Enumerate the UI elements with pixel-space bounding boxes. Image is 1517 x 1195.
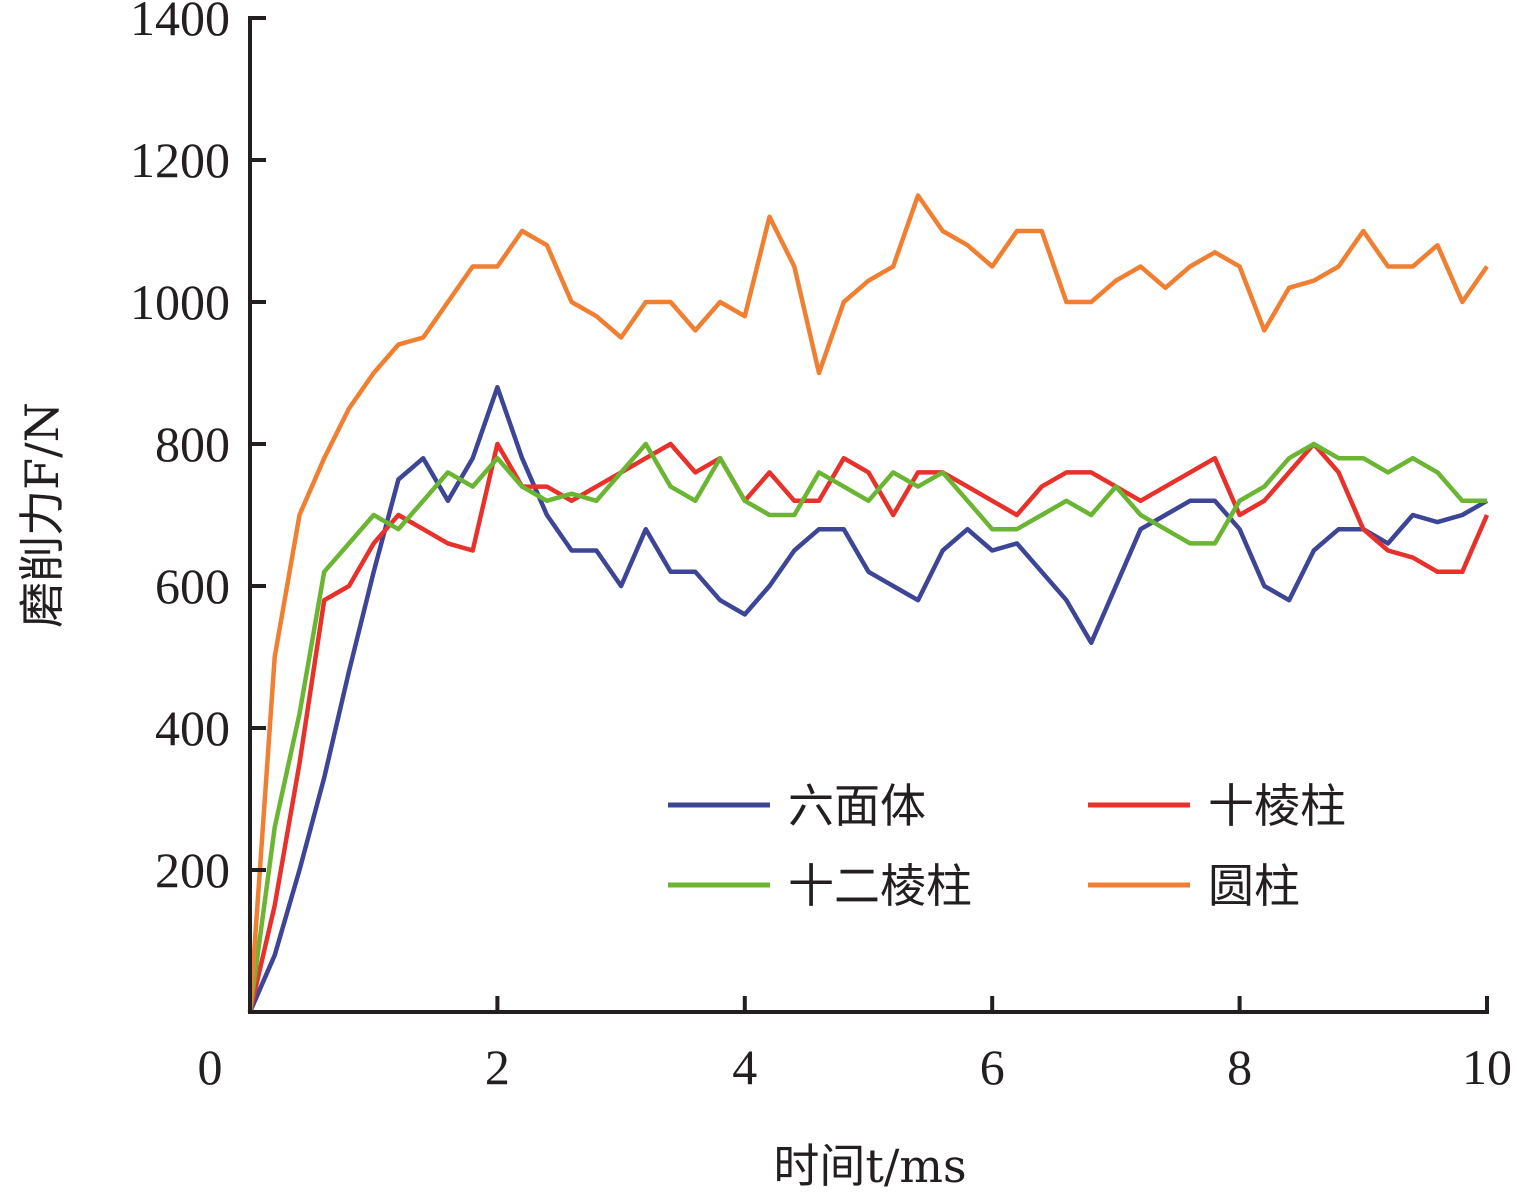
x-tick-label: 6 xyxy=(980,1039,1005,1095)
series-line-1 xyxy=(247,441,1490,1013)
series-line-0 xyxy=(247,384,1489,1013)
legend-label: 十二棱柱 xyxy=(788,859,972,913)
legend-label: 圆柱 xyxy=(1208,859,1300,913)
x-tick-label: 4 xyxy=(732,1039,757,1095)
y-tick-label: 1000 xyxy=(130,274,230,330)
series-line-2 xyxy=(247,441,1487,1013)
y-tick-label: 600 xyxy=(155,558,230,614)
series-layer xyxy=(247,193,1490,1013)
y-axis-title: 磨削力F/N xyxy=(15,402,69,628)
y-tick-label: 1200 xyxy=(130,132,230,188)
tick-layer: 0 2 4 6 8 10 200 400 600 800 1000 1200 1400 xyxy=(130,0,1512,1095)
x-tick-label: 8 xyxy=(1227,1039,1252,1095)
x-tick-label: 10 xyxy=(1462,1039,1512,1095)
series-line-3 xyxy=(247,193,1489,1013)
x-tick-label: 0 xyxy=(198,1039,223,1095)
legend-label: 十棱柱 xyxy=(1208,779,1346,833)
y-tick-label: 800 xyxy=(155,416,230,472)
legend-label: 六面体 xyxy=(788,779,926,833)
y-tick-label: 200 xyxy=(155,842,230,898)
y-tick-label: 1400 xyxy=(130,0,230,46)
y-tick-label: 400 xyxy=(155,700,230,756)
x-tick-label: 2 xyxy=(485,1039,510,1095)
x-axis-title: 时间t/ms xyxy=(773,1139,966,1193)
